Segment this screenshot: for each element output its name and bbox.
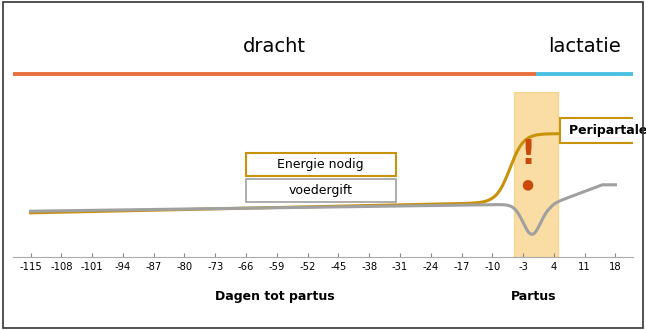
FancyBboxPatch shape: [246, 179, 395, 202]
Bar: [514, 92, 558, 257]
Text: Peripartale periode: Peripartale periode: [569, 124, 646, 137]
Text: ●: ●: [521, 178, 534, 192]
FancyBboxPatch shape: [246, 152, 395, 176]
Text: voedergift: voedergift: [289, 184, 353, 197]
Text: Partus: Partus: [512, 290, 557, 303]
Text: Dagen tot partus: Dagen tot partus: [215, 290, 335, 303]
Text: !: !: [520, 138, 535, 171]
Text: Energie nodig: Energie nodig: [278, 158, 364, 171]
Text: dracht: dracht: [243, 37, 306, 56]
Text: lactatie: lactatie: [548, 37, 621, 56]
FancyBboxPatch shape: [561, 118, 646, 143]
